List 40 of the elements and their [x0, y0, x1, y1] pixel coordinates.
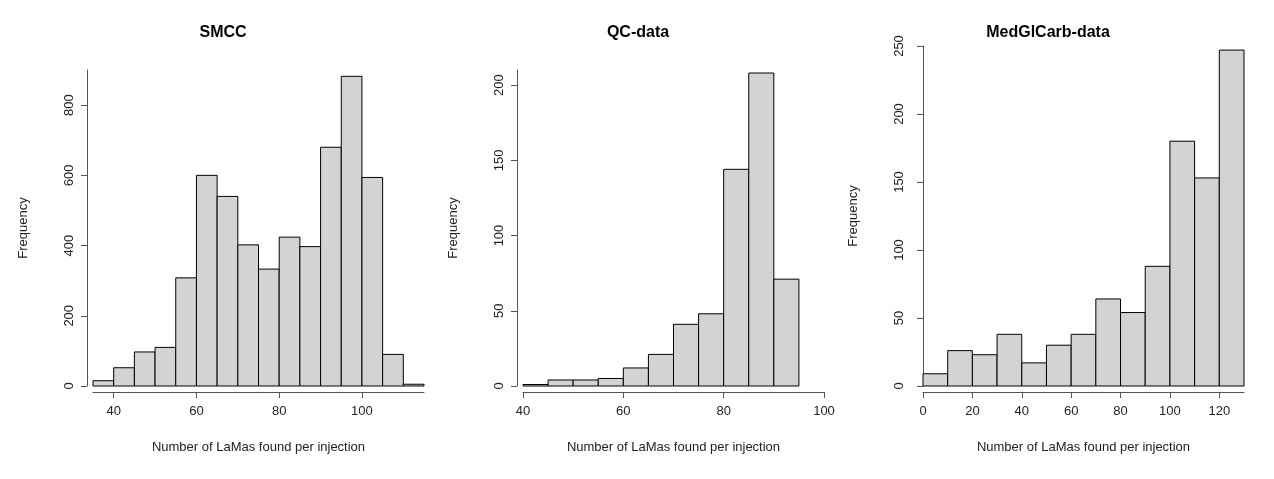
x-axis-title: Number of LaMas found per injection [976, 439, 1191, 454]
y-tick-label: 50 [891, 310, 906, 326]
y-tick-label: 0 [891, 382, 906, 390]
x-tick-label: 0 [919, 403, 927, 418]
y-tick-label: 100 [491, 224, 506, 247]
x-tick-label: 40 [515, 403, 531, 418]
y-tick-label: 600 [61, 164, 76, 187]
x-tick-label: 80 [271, 403, 287, 418]
x-tick-label: 60 [616, 403, 631, 418]
y-tick-label: 50 [491, 303, 506, 318]
chart-title: SMCC [199, 22, 247, 40]
x-axis-title: Number of LaMas found per injection [151, 439, 366, 454]
chart-title: QC-data [606, 22, 670, 40]
x-tick-label: 20 [965, 403, 980, 418]
y-tick-label: 200 [491, 74, 506, 96]
y-tick-label: 100 [891, 239, 906, 261]
x-tick-label: 60 [189, 403, 204, 418]
chart-title: MedGlCarb-data [986, 22, 1110, 40]
x-tick-label: 40 [1014, 403, 1029, 418]
y-tick-label: 0 [61, 382, 76, 390]
y-tick-label: 200 [61, 304, 76, 327]
x-tick-label: 100 [813, 403, 835, 418]
x-tick-label: 80 [1113, 403, 1128, 418]
y-tick-label: 150 [891, 171, 906, 193]
x-tick-label: 100 [351, 403, 373, 418]
y-tick-label: 200 [891, 103, 906, 125]
x-tick-label: 100 [1159, 403, 1181, 418]
x-tick-label: 60 [1063, 403, 1079, 418]
y-axis-title: Frequency [445, 196, 460, 259]
y-axis-title: Frequency [845, 184, 860, 247]
x-tick-label: 120 [1208, 403, 1231, 418]
x-axis-title: Number of LaMas found per injection [566, 439, 781, 454]
y-tick-label: 150 [491, 149, 506, 172]
x-tick-label: 80 [716, 403, 731, 418]
x-tick-label: 40 [106, 403, 121, 418]
y-tick-label: 0 [491, 382, 506, 390]
y-tick-label: 800 [61, 94, 76, 116]
y-axis-title: Frequency [15, 196, 30, 259]
y-tick-label: 250 [891, 35, 906, 57]
y-tick-label: 400 [61, 234, 76, 257]
